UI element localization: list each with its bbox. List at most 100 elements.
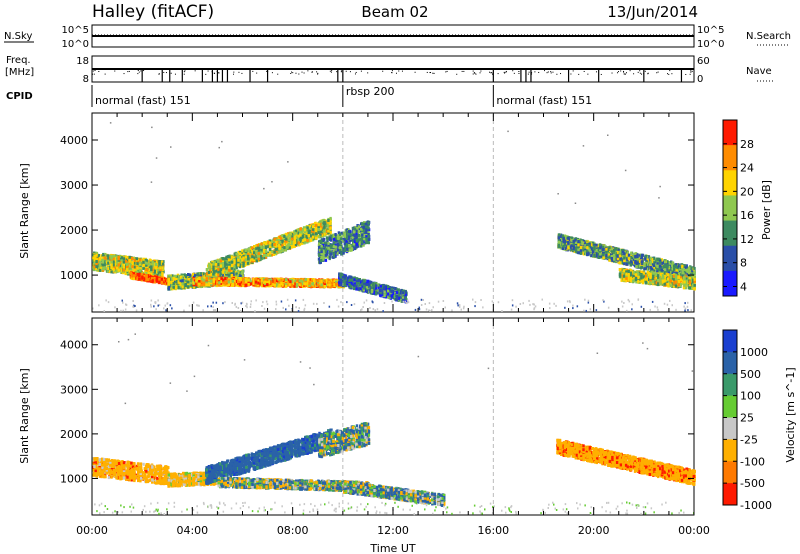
range-gate-cell: [114, 262, 117, 266]
range-gate-cell: [112, 268, 115, 272]
nave-dot: [527, 73, 529, 75]
range-gate-cell: [154, 270, 158, 274]
nave-dot: [611, 72, 613, 74]
range-gate-cell: [120, 262, 124, 266]
range-gate-cell: [135, 268, 138, 272]
range-gate-cell: [247, 278, 250, 282]
nave-dot: [163, 71, 165, 73]
range-gate-cell: [101, 260, 105, 264]
range-gate-cell: [92, 256, 95, 260]
range-gate-cell: [142, 260, 145, 264]
range-gate-cell: [133, 261, 137, 265]
range-gate-cell: [224, 281, 227, 285]
nave-dot: [472, 70, 474, 72]
range-gate-cell: [110, 266, 113, 269]
range-gate-cell: [145, 275, 148, 279]
range-gate-cell: [125, 268, 129, 272]
nave-dot: [518, 72, 520, 74]
range-gate-cell: [116, 262, 119, 266]
range-gate-cell: [168, 284, 171, 288]
nave-dot: [233, 71, 235, 73]
range-gate-cell: [236, 269, 240, 273]
range-gate-cell: [315, 280, 318, 284]
range-gate-cell: [132, 272, 136, 276]
range-gate-cell: [145, 272, 148, 276]
range-gate-cell: [248, 278, 251, 282]
nave-tick-bottom: 0: [697, 74, 703, 85]
nave-dot: [360, 70, 362, 72]
nave-dot: [639, 70, 641, 72]
nave-dot: [93, 73, 95, 75]
range-gate-cell: [120, 269, 124, 273]
range-gate-cell: [273, 278, 276, 282]
range-gate-cell: [112, 263, 115, 267]
range-gate-cell: [236, 271, 240, 275]
range-gate-cell: [141, 276, 144, 280]
range-gate-cell: [122, 260, 126, 264]
nave-dot: [644, 70, 646, 72]
range-gate-cell: [216, 279, 219, 283]
nave-dot: [391, 71, 393, 73]
range-gate-cell: [172, 285, 175, 289]
nave-dot: [669, 70, 671, 72]
range-gate-cell: [319, 281, 322, 284]
nave-dot: [218, 72, 220, 74]
range-gate-cell: [301, 280, 305, 284]
range-gate-cell: [198, 277, 201, 280]
range-gate-cell: [100, 262, 103, 266]
range-gate-cell: [123, 255, 126, 259]
range-gate-cell: [119, 261, 123, 265]
range-gate-cell: [330, 281, 334, 285]
nsearch-label: N.Search: [746, 31, 791, 42]
range-gate-cell: [328, 283, 331, 287]
range-gate-cell: [151, 273, 154, 277]
range-gate-cell: [307, 284, 310, 288]
range-gate-cell: [200, 280, 204, 283]
range-gate-cell: [159, 268, 162, 272]
nave-dot: [340, 71, 342, 73]
range-gate-cell: [138, 273, 141, 277]
range-gate-cell: [163, 279, 166, 282]
range-gate-cell: [160, 281, 164, 285]
nave-dot: [137, 70, 139, 72]
nave-dot: [414, 71, 416, 73]
nave-dot: [331, 70, 333, 72]
range-gate-cell: [145, 268, 148, 272]
range-gate-cell: [190, 275, 193, 279]
range-gate-cell: [212, 282, 216, 286]
range-gate-cell: [122, 265, 126, 269]
nave-dot: [312, 71, 314, 73]
range-gate-cell: [197, 272, 201, 276]
range-gate-cell: [92, 259, 95, 263]
range-gate-cell: [199, 285, 203, 289]
range-gate-cell: [327, 278, 330, 282]
range-gate-cell: [181, 277, 184, 281]
range-gate-cell: [95, 262, 98, 266]
range-gate-cell: [155, 277, 159, 281]
nave-dot: [505, 70, 507, 72]
nsky-label: N.Sky: [4, 31, 32, 42]
range-gate-cell: [208, 282, 211, 286]
nave-dot: [354, 73, 356, 75]
range-gate-cell: [284, 278, 288, 282]
range-gate-cell: [103, 260, 106, 264]
range-gate-cell: [203, 276, 206, 280]
nave-dot: [491, 73, 493, 75]
range-gate-cell: [328, 285, 331, 289]
nave-dot: [271, 72, 273, 74]
range-gate-cell: [256, 283, 260, 287]
range-gate-cell: [139, 268, 142, 272]
range-gate-cell: [149, 260, 153, 263]
nave-dot: [174, 73, 176, 75]
range-gate-cell: [293, 284, 296, 288]
nave-dot: [625, 72, 627, 74]
nave-dot: [503, 71, 505, 73]
nave-dot: [213, 72, 215, 74]
range-gate-cell: [245, 280, 248, 284]
range-gate-cell: [300, 279, 303, 283]
range-gate-cell: [261, 284, 264, 288]
range-gate-cell: [166, 279, 169, 283]
range-gate-cell: [173, 274, 177, 278]
nave-dot: [316, 71, 318, 73]
